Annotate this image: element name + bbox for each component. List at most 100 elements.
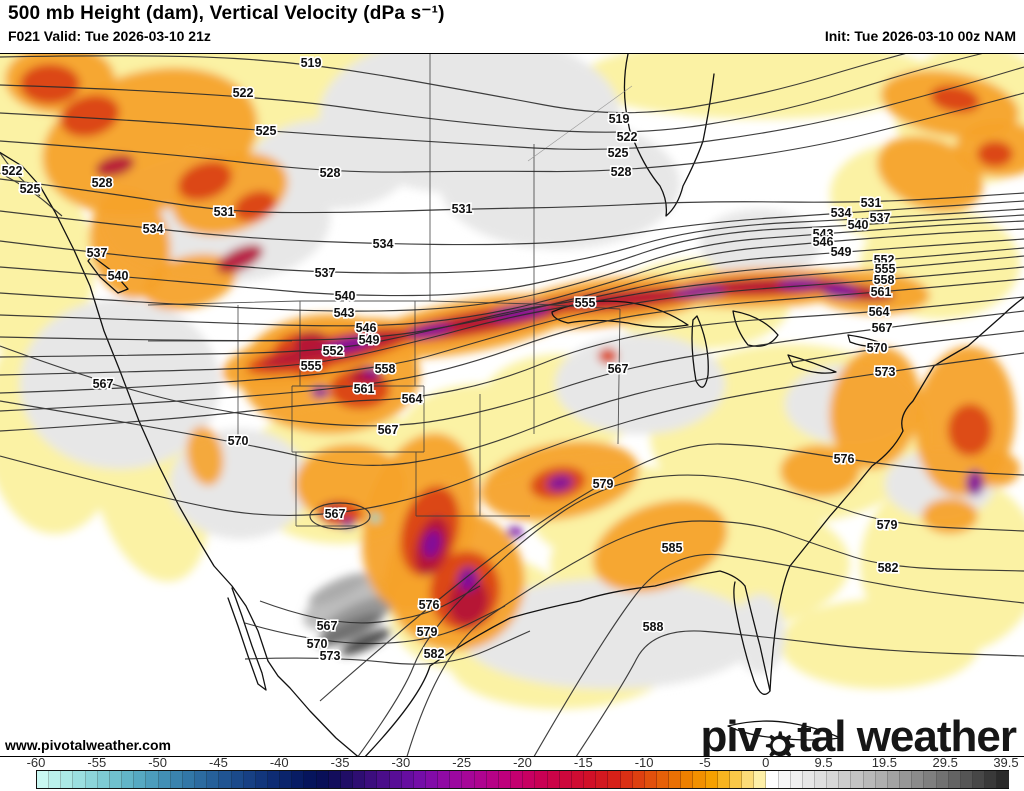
colorbar-cell [267, 771, 281, 788]
page-title: 500 mb Height (dam), Vertical Velocity (… [8, 3, 445, 24]
velocity-blob [930, 85, 980, 113]
colorbar-tick: 19.5 [871, 755, 897, 770]
colorbar-cell [620, 771, 633, 788]
watermark-link[interactable]: www.pivotalweather.com [5, 737, 171, 753]
colorbar-cell [559, 771, 572, 788]
colorbar-cell [474, 771, 487, 788]
lake-michigan [691, 315, 709, 388]
contour-line-552 [0, 247, 1024, 358]
colorbar-cell [644, 771, 657, 788]
colorbar-cell [49, 771, 62, 788]
contour-label: 561 [354, 382, 375, 396]
colorbar-cell [875, 771, 888, 788]
colorbar-cell [219, 771, 232, 788]
velocity-blob [948, 404, 992, 456]
contour-label: 579 [877, 518, 898, 532]
colorbar-cell [182, 771, 196, 788]
colorbar-cell [936, 771, 949, 788]
velocity-blob [460, 579, 760, 689]
colorbar [36, 770, 1009, 789]
contour-label: 519 [301, 56, 322, 70]
contour-label: 546 [813, 235, 834, 249]
west-coastline [0, 151, 359, 756]
gear-icon [762, 723, 796, 756]
contour-label: 582 [878, 561, 899, 575]
contour-line-585 [533, 553, 1024, 756]
colorbar-cell [729, 771, 743, 788]
contour-label: 558 [874, 273, 895, 287]
contour-label: 531 [452, 202, 473, 216]
velocity-blob [580, 54, 940, 119]
velocity-blob [186, 426, 224, 486]
contour-line-525 [0, 172, 63, 217]
contour-line-564 [0, 296, 1024, 432]
colorbar-cell [450, 771, 463, 788]
colorbar-tick: -35 [330, 755, 350, 770]
pivotal-weather-logo: piv tal weather [701, 712, 1017, 756]
colorbar-cell [37, 771, 50, 788]
forecast-valid-label: F021 Valid: Tue 2026-03-10 21z [8, 28, 211, 44]
colorbar-cell [134, 771, 147, 788]
colorbar-cell [61, 771, 74, 788]
contour-label: 531 [861, 196, 882, 210]
velocity-blob [735, 594, 785, 674]
colorbar-cell [328, 771, 341, 788]
velocity-blob [324, 335, 376, 353]
contour-line-579 [357, 474, 1024, 756]
colorbar-cell [705, 771, 718, 788]
colorbar-tick: 29.5 [932, 755, 958, 770]
contour-line-522 [0, 152, 41, 197]
colorbar-tick: 0 [762, 755, 770, 770]
closed-contour-567 [309, 502, 371, 530]
hudson-bay-shore [623, 54, 715, 217]
colorbar-cell [863, 771, 876, 788]
velocity-blob [311, 386, 329, 398]
contour-label: 567 [325, 507, 346, 521]
colorbar-cell [571, 771, 585, 788]
contour-label: 552 [323, 344, 344, 358]
velocity-blob [233, 190, 277, 222]
velocity-blob [598, 348, 618, 364]
colorbar-tick: -40 [269, 755, 289, 770]
contour-label: 585 [662, 541, 683, 555]
contour-line-540 [0, 214, 1024, 297]
vertical-velocity-fill [0, 54, 1024, 709]
contour-label: 522 [233, 86, 254, 100]
velocity-blob [89, 189, 171, 299]
velocity-blob [922, 498, 978, 534]
colorbar-cell [353, 771, 366, 788]
colorbar-tick: -20 [513, 755, 532, 770]
velocity-blob [674, 285, 726, 299]
contour-line-573 [0, 352, 1024, 517]
velocity-blob [303, 577, 387, 631]
colorbar-cell [754, 771, 767, 788]
cuba [727, 720, 841, 741]
contour-label: 573 [875, 365, 896, 379]
velocity-blob [966, 470, 984, 496]
contour-label: 567 [93, 377, 114, 391]
velocity-blob [555, 334, 725, 434]
contour-line-561 [0, 278, 1024, 412]
colorbar-cell [948, 771, 961, 788]
header-subrow: F021 Valid: Tue 2026-03-10 21z Init: Tue… [8, 28, 1016, 44]
header: 500 mb Height (dam), Vertical Velocity (… [0, 0, 1024, 53]
map-canvas[interactable]: 519 522 525 528 531 534 537 540 543 546 549 552 555 5… [0, 53, 1024, 757]
colorbar-cell [109, 771, 123, 788]
colorbar-footer: -60 -55 -50 -45 -40 -35 -30 -25 -20 -15 -10 -5 0 9.5 1… [0, 755, 1024, 791]
contour-label: 567 [317, 619, 338, 633]
velocity-blob [422, 530, 442, 558]
colorbar-cell [584, 771, 597, 788]
contour-label: 540 [848, 218, 869, 232]
contour-line-567 [259, 585, 481, 624]
colorbar-cell [778, 771, 791, 788]
contour-label: 534 [831, 206, 852, 220]
contour-label: 564 [869, 305, 890, 319]
contour-label: 540 [335, 289, 356, 303]
contour-label: 570 [867, 341, 888, 355]
contour-line-567 [0, 310, 1024, 427]
vancouver-island [87, 255, 129, 294]
contour-label: 537 [87, 246, 108, 260]
contour-label: 549 [359, 333, 380, 347]
colorbar-cells [36, 770, 1009, 789]
colorbar-cell [304, 771, 317, 788]
